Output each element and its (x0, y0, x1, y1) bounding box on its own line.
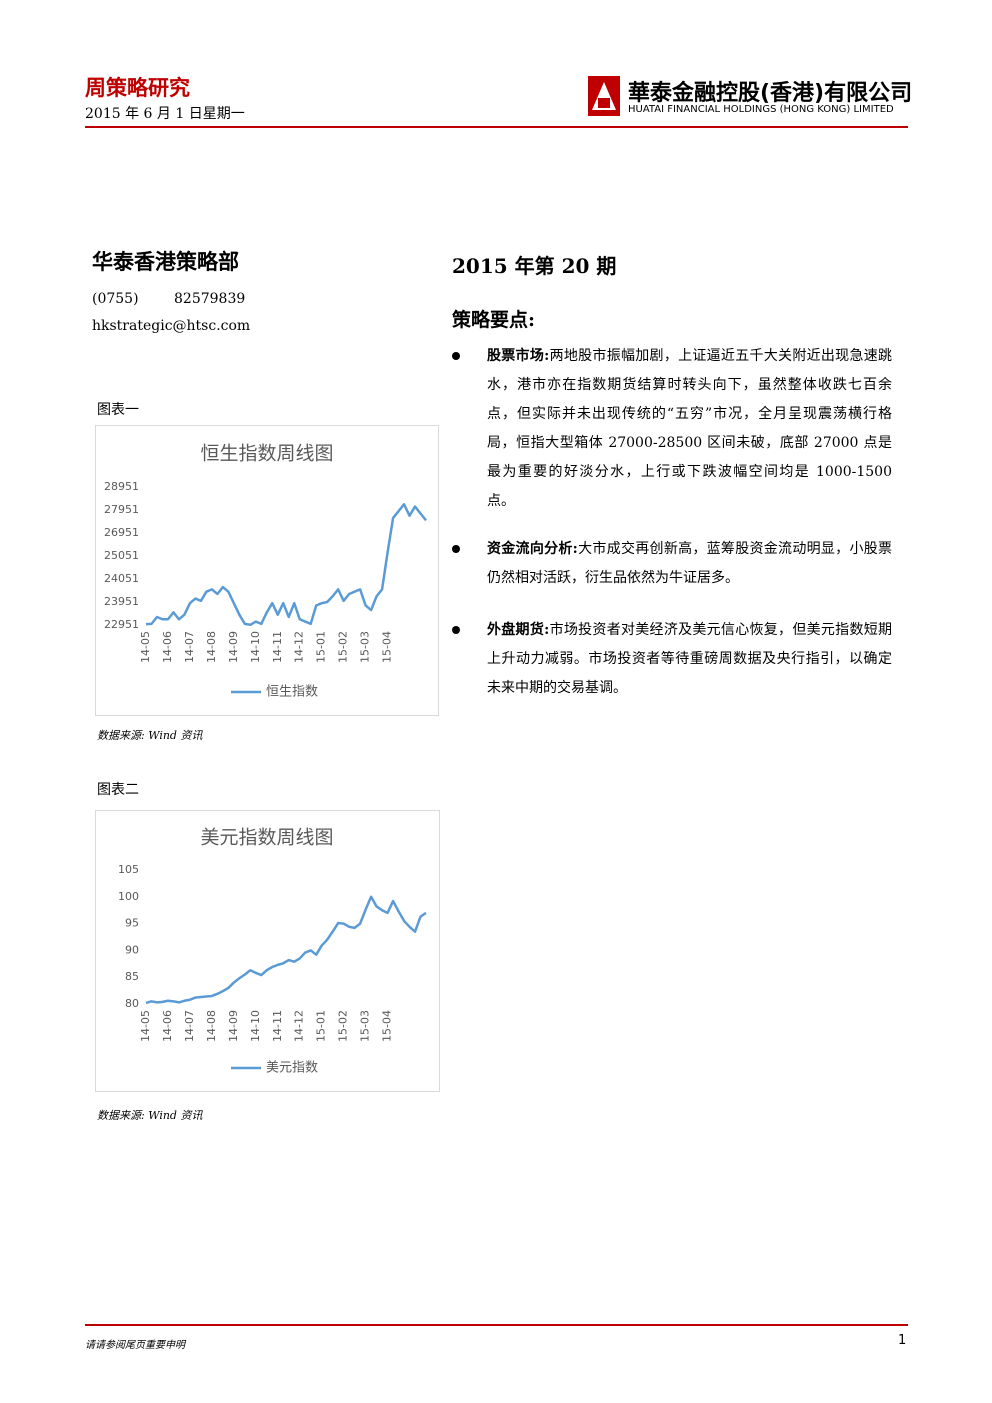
y-tick-label: 26951 (104, 526, 139, 539)
point: 股票市场:两地股市振幅加剧，上证逼近五千大关附近出现急速跳水，港市亦在指数期货结… (487, 342, 892, 516)
email: hkstrategic@htsc.com (92, 318, 251, 334)
legend-label: 恒生指数 (266, 685, 318, 700)
figure-source: 数据来源: Wind 资讯 (97, 729, 203, 742)
y-tick-label: 80 (125, 997, 139, 1010)
figure-caption: 图表二 (97, 782, 139, 798)
point: 外盘期货:市场投资者对美经济及美元信心恢复，但美元指数短期上升动力减弱。市场投资… (487, 616, 892, 703)
line-series (145, 503, 427, 627)
chart: 美元指数周线图 80 85 90 95 100 105 14-05 14-06 14-07 14-0… (95, 810, 440, 1092)
figure-caption: 图表一 (97, 402, 139, 418)
x-tick-label: 14-07 (183, 631, 196, 663)
chart: 恒生指数周线图 22951 23951 24051 25051 26951 27951 289… (95, 425, 439, 716)
x-tick-label: 15-03 (359, 631, 372, 663)
company-name-en: HUATAI FINANCIAL HOLDINGS (HONG KONG) LI… (628, 104, 894, 115)
x-tick-label: 15-02 (337, 1010, 350, 1042)
area-code: (0755) (92, 291, 139, 307)
y-tick-label: 85 (125, 970, 139, 983)
bullet (452, 545, 460, 553)
bullet (452, 352, 460, 360)
page-number: 1 (898, 1333, 907, 1348)
x-tick-label: 15-01 (315, 631, 328, 663)
header-rule (85, 126, 908, 128)
y-tick-label: 27951 (104, 503, 139, 516)
point-text: 大市成交再创新高，蓝筹股资金流动明显，小股票仍然相对活跃，衍生品依然为牛证居多。 (487, 541, 893, 586)
x-tick-label: 14-11 (271, 631, 284, 663)
chart-title: 美元指数周线图 (200, 827, 333, 849)
disclaimer: 请请参阅尾页重要申明 (85, 1340, 185, 1351)
y-tick-label: 90 (125, 943, 139, 956)
y-tick-label: 22951 (104, 618, 139, 631)
report-type: 周策略研究 (85, 75, 190, 100)
y-tick-label: 25051 (104, 549, 139, 562)
company-name: 華泰金融控股(香港)有限公司 (628, 81, 913, 106)
figure-source: 数据来源: Wind 资讯 (97, 1109, 203, 1122)
legend-label: 美元指数 (266, 1061, 318, 1076)
y-tick-label: 95 (125, 917, 139, 930)
x-tick-label: 15-04 (381, 631, 394, 663)
summary-heading: 策略要点: (452, 309, 536, 331)
y-tick-label: 24051 (104, 572, 139, 585)
x-tick-label: 15-03 (359, 1010, 372, 1042)
x-tick-label: 15-02 (337, 631, 350, 663)
point-label: 股票市场: (487, 348, 550, 364)
x-tick-label: 14-09 (227, 631, 240, 663)
x-tick-label: 14-07 (183, 1010, 196, 1042)
x-tick-label: 14-05 (139, 631, 152, 663)
x-tick-label: 14-11 (271, 1010, 284, 1042)
y-tick-label: 28951 (104, 480, 139, 493)
point-label: 外盘期货: (487, 622, 550, 638)
x-tick-label: 14-08 (205, 631, 218, 663)
y-tick-label: 100 (118, 890, 139, 903)
x-tick-label: 15-01 (315, 1010, 328, 1042)
point: 资金流向分析:大市成交再创新高，蓝筹股资金流动明显，小股票仍然相对活跃，衍生品依… (487, 535, 892, 593)
x-tick-label: 14-12 (293, 1010, 306, 1042)
x-tick-label: 14-08 (205, 1010, 218, 1042)
issue: 2015 年第 20 期 (452, 254, 617, 278)
x-tick-label: 14-05 (139, 1010, 152, 1042)
x-tick-label: 14-06 (161, 631, 174, 663)
footer-rule (85, 1324, 908, 1326)
y-tick-label: 105 (118, 863, 139, 876)
phone: 82579839 (174, 291, 246, 307)
x-tick-label: 14-12 (293, 631, 306, 663)
point-label: 资金流向分析: (487, 541, 578, 557)
bullet (452, 626, 460, 634)
y-tick-label: 23951 (104, 595, 139, 608)
report-date: 2015 年 6 月 1 日星期一 (85, 106, 245, 122)
point-text: 市场投资者对美经济及美元信心恢复，但美元指数短期上升动力减弱。市场投资者等待重磅… (487, 622, 893, 696)
x-tick-label: 14-10 (249, 631, 262, 663)
line-series (145, 895, 427, 1005)
x-tick-label: 14-09 (227, 1010, 240, 1042)
logo (588, 76, 620, 116)
x-tick-label: 15-04 (381, 1010, 394, 1042)
x-tick-label: 14-10 (249, 1010, 262, 1042)
point-text: 两地股市振幅加剧，上证逼近五千大关附近出现急速跳水，港市亦在指数期货结算时转头向… (487, 348, 893, 509)
x-tick-label: 14-06 (161, 1010, 174, 1042)
chart-title: 恒生指数周线图 (200, 443, 333, 465)
department: 华泰香港策略部 (92, 249, 239, 274)
